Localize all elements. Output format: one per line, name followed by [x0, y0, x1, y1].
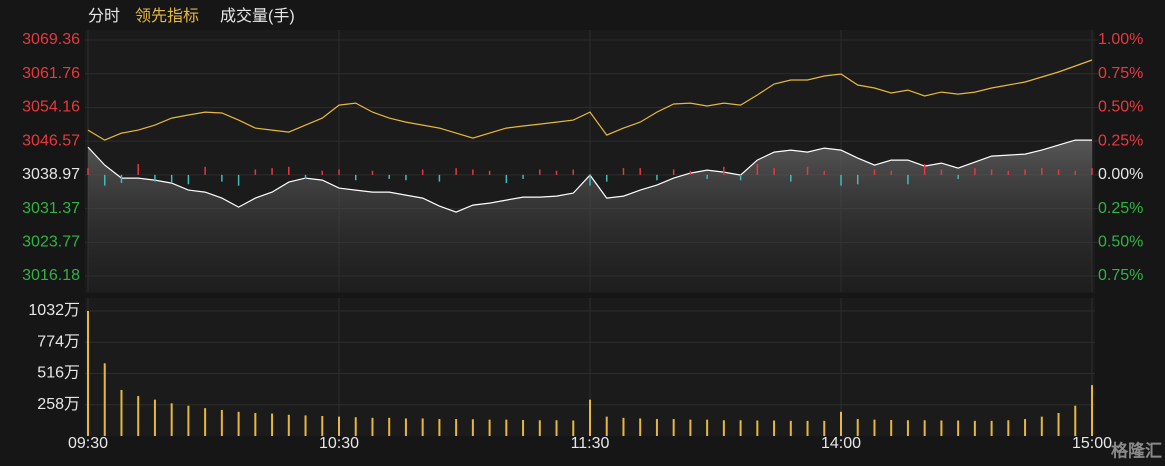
volume-bar — [87, 311, 89, 436]
volume-bar — [321, 416, 324, 436]
x-tick-label: 15:00 — [1072, 435, 1112, 452]
y2-tick-label: 0.75% — [1098, 65, 1143, 82]
volume-bar — [488, 419, 491, 436]
y-tick-label: 516万 — [37, 365, 80, 382]
volume-bar — [120, 389, 123, 436]
x-tick-label: 14:00 — [821, 435, 861, 452]
volume-bar — [170, 403, 173, 436]
y2-tick-label: 1.00% — [1098, 31, 1143, 48]
x-tick-label: 11:30 — [571, 435, 610, 452]
volume-bar — [1007, 420, 1010, 436]
y2-tick-label: 0.25% — [1098, 132, 1143, 149]
y-tick-label: 3061.76 — [22, 65, 80, 82]
volume-bar — [856, 419, 859, 436]
volume-bar — [371, 417, 374, 436]
volume-bar — [388, 417, 391, 436]
volume-bar — [672, 419, 675, 436]
volume-bar — [237, 411, 240, 436]
y2-tick-label: 0.00% — [1098, 166, 1143, 183]
volume-bar — [137, 396, 140, 436]
volume-bar — [1074, 405, 1077, 436]
volume-bar — [873, 419, 876, 436]
volume-bar — [589, 399, 591, 436]
volume-bar — [940, 420, 943, 436]
volume-bar — [689, 419, 692, 436]
volume-bar — [538, 420, 541, 436]
volume-bar — [271, 413, 274, 436]
x-tick-label: 09:30 — [68, 435, 108, 452]
volume-bar — [890, 420, 893, 436]
y2-tick-label: 0.75% — [1098, 267, 1143, 284]
volume-bar — [906, 420, 909, 436]
volume-bar — [254, 412, 257, 436]
volume-bar — [605, 416, 608, 436]
volume-bar — [204, 408, 207, 436]
volume-bar — [840, 411, 842, 436]
volume-bar — [220, 409, 223, 436]
volume-bar — [338, 416, 340, 436]
y2-tick-label: 0.50% — [1098, 99, 1143, 116]
volume-bar — [622, 417, 625, 436]
volume-bar — [354, 417, 357, 436]
volume-bar — [923, 420, 926, 436]
volume-bar — [706, 419, 709, 436]
volume-bar — [153, 399, 156, 436]
volume-bar — [655, 419, 658, 436]
y-tick-label: 1032万 — [28, 302, 80, 319]
volume-bar — [722, 420, 725, 436]
volume-bar — [438, 419, 441, 436]
series-line — [87, 59, 1093, 141]
volume-bar — [287, 414, 290, 436]
y-tick-label: 3069.36 — [22, 31, 80, 48]
watermark: 格隆汇 — [1111, 440, 1162, 460]
volume-bar — [1040, 416, 1043, 436]
volume-bar — [455, 419, 458, 436]
volume-bar — [990, 420, 993, 436]
y-tick-label: 774万 — [37, 333, 80, 350]
volume-bar — [103, 363, 106, 436]
y-tick-label: 3054.16 — [22, 99, 80, 116]
legend-entry[interactable]: 成交量(手) — [220, 7, 295, 25]
volume-bar — [806, 420, 809, 436]
volume-bar — [555, 420, 558, 436]
y-tick-label: 3016.18 — [22, 267, 80, 284]
y-tick-label: 3046.57 — [22, 132, 80, 149]
volume-bar — [957, 420, 960, 436]
volume-bar — [304, 415, 307, 436]
volume-bar — [404, 418, 407, 436]
volume-bar — [1024, 419, 1027, 436]
volume-bar — [639, 418, 642, 436]
volume-bar — [789, 420, 792, 436]
volume-bar — [1091, 385, 1093, 436]
volume-bar — [823, 420, 826, 436]
volume-bar — [973, 420, 976, 436]
y-tick-label: 3038.97 — [22, 166, 80, 183]
volume-bar — [471, 419, 474, 436]
y-tick-label: 258万 — [37, 396, 80, 413]
volume-bar — [522, 420, 525, 436]
volume-bar — [421, 418, 424, 436]
legend-entry[interactable]: 分时 — [88, 7, 120, 25]
x-tick-label: 10:30 — [319, 435, 359, 452]
y2-tick-label: 0.25% — [1098, 200, 1143, 217]
volume-bar — [756, 420, 759, 436]
volume-bar — [773, 420, 776, 436]
volume-bar — [572, 420, 575, 436]
volume-bar — [739, 420, 742, 436]
y-tick-label: 3031.37 — [22, 200, 80, 217]
legend-entry[interactable]: 领先指标 — [135, 7, 199, 25]
y-tick-label: 3023.77 — [22, 234, 80, 251]
volume-bar — [505, 419, 508, 436]
volume-bar — [1057, 412, 1060, 436]
volume-bar — [187, 405, 190, 436]
y2-tick-label: 0.50% — [1098, 234, 1143, 251]
